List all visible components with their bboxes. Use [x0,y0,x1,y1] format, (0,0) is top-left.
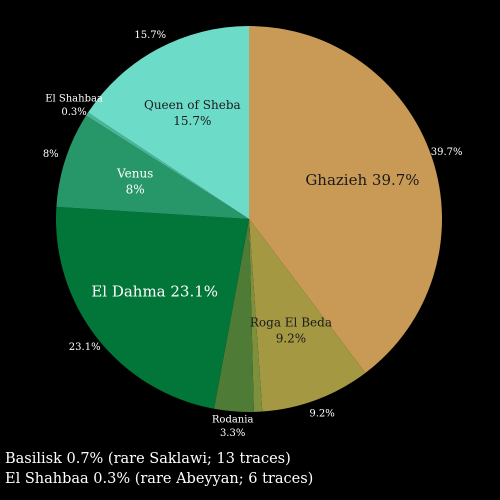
inner-label-ghazieh: Ghazieh 39.7% [305,171,419,189]
slice-venus [56,115,249,219]
slice-ghazieh [249,26,442,373]
outer-label-el-dahma: 23.1% [69,342,101,353]
outer-label-el-shahbaa-line-1: El Shahbaa [45,93,103,104]
outer-label-venus: 8% [43,149,59,160]
outer-labels: 39.7% 9.2% Rodania 3.3% 23.1% 8% El Shahbaa 0.3… [43,30,463,439]
inner-label-el-dahma: El Dahma 23.1% [91,283,218,301]
slice-queen-of-sheba [88,25,250,219]
inner-label-venus-line-2: 8% [126,183,145,197]
inner-label-roga-el-beda-line-1: Roga El Beda [250,315,332,329]
outer-label-roga-el-beda: 9.2% [309,409,334,420]
footnotes: Basilisk 0.7% (rare Saklawi; 13 traces) … [5,449,313,489]
inner-label-venus-line-1: Venus [116,166,153,180]
inner-labels: Ghazieh 39.7% Roga El Beda 9.2% El Dahma 23… [91,98,419,346]
inner-label-queen-of-sheba-line-1: Queen of Sheba [144,98,241,112]
outer-label-rodania-line-1: Rodania [212,415,254,426]
footnote-basilisk: Basilisk 0.7% (rare Saklawi; 13 traces) [5,451,291,467]
outer-label-el-shahbaa-line-2: 0.3% [61,107,86,118]
slice-rodania [214,219,254,413]
slice-el-dahma [55,206,250,409]
pie-slices [55,25,442,413]
inner-label-queen-of-sheba-line-2: 15.7% [173,114,211,128]
footnote-el-shahbaa: El Shahbaa 0.3% (rare Abeyyan; 6 traces) [5,471,314,487]
slice-el-shahbaa [86,112,249,219]
outer-label-ghazieh: 39.7% [431,147,463,158]
outer-label-queen-of-sheba: 15.7% [134,30,166,41]
inner-label-roga-el-beda-line-2: 9.2% [276,332,307,346]
slice-roga-el-beda [249,219,366,412]
slice-basilisk [249,219,263,412]
outer-label-rodania-line-2: 3.3% [220,428,245,439]
